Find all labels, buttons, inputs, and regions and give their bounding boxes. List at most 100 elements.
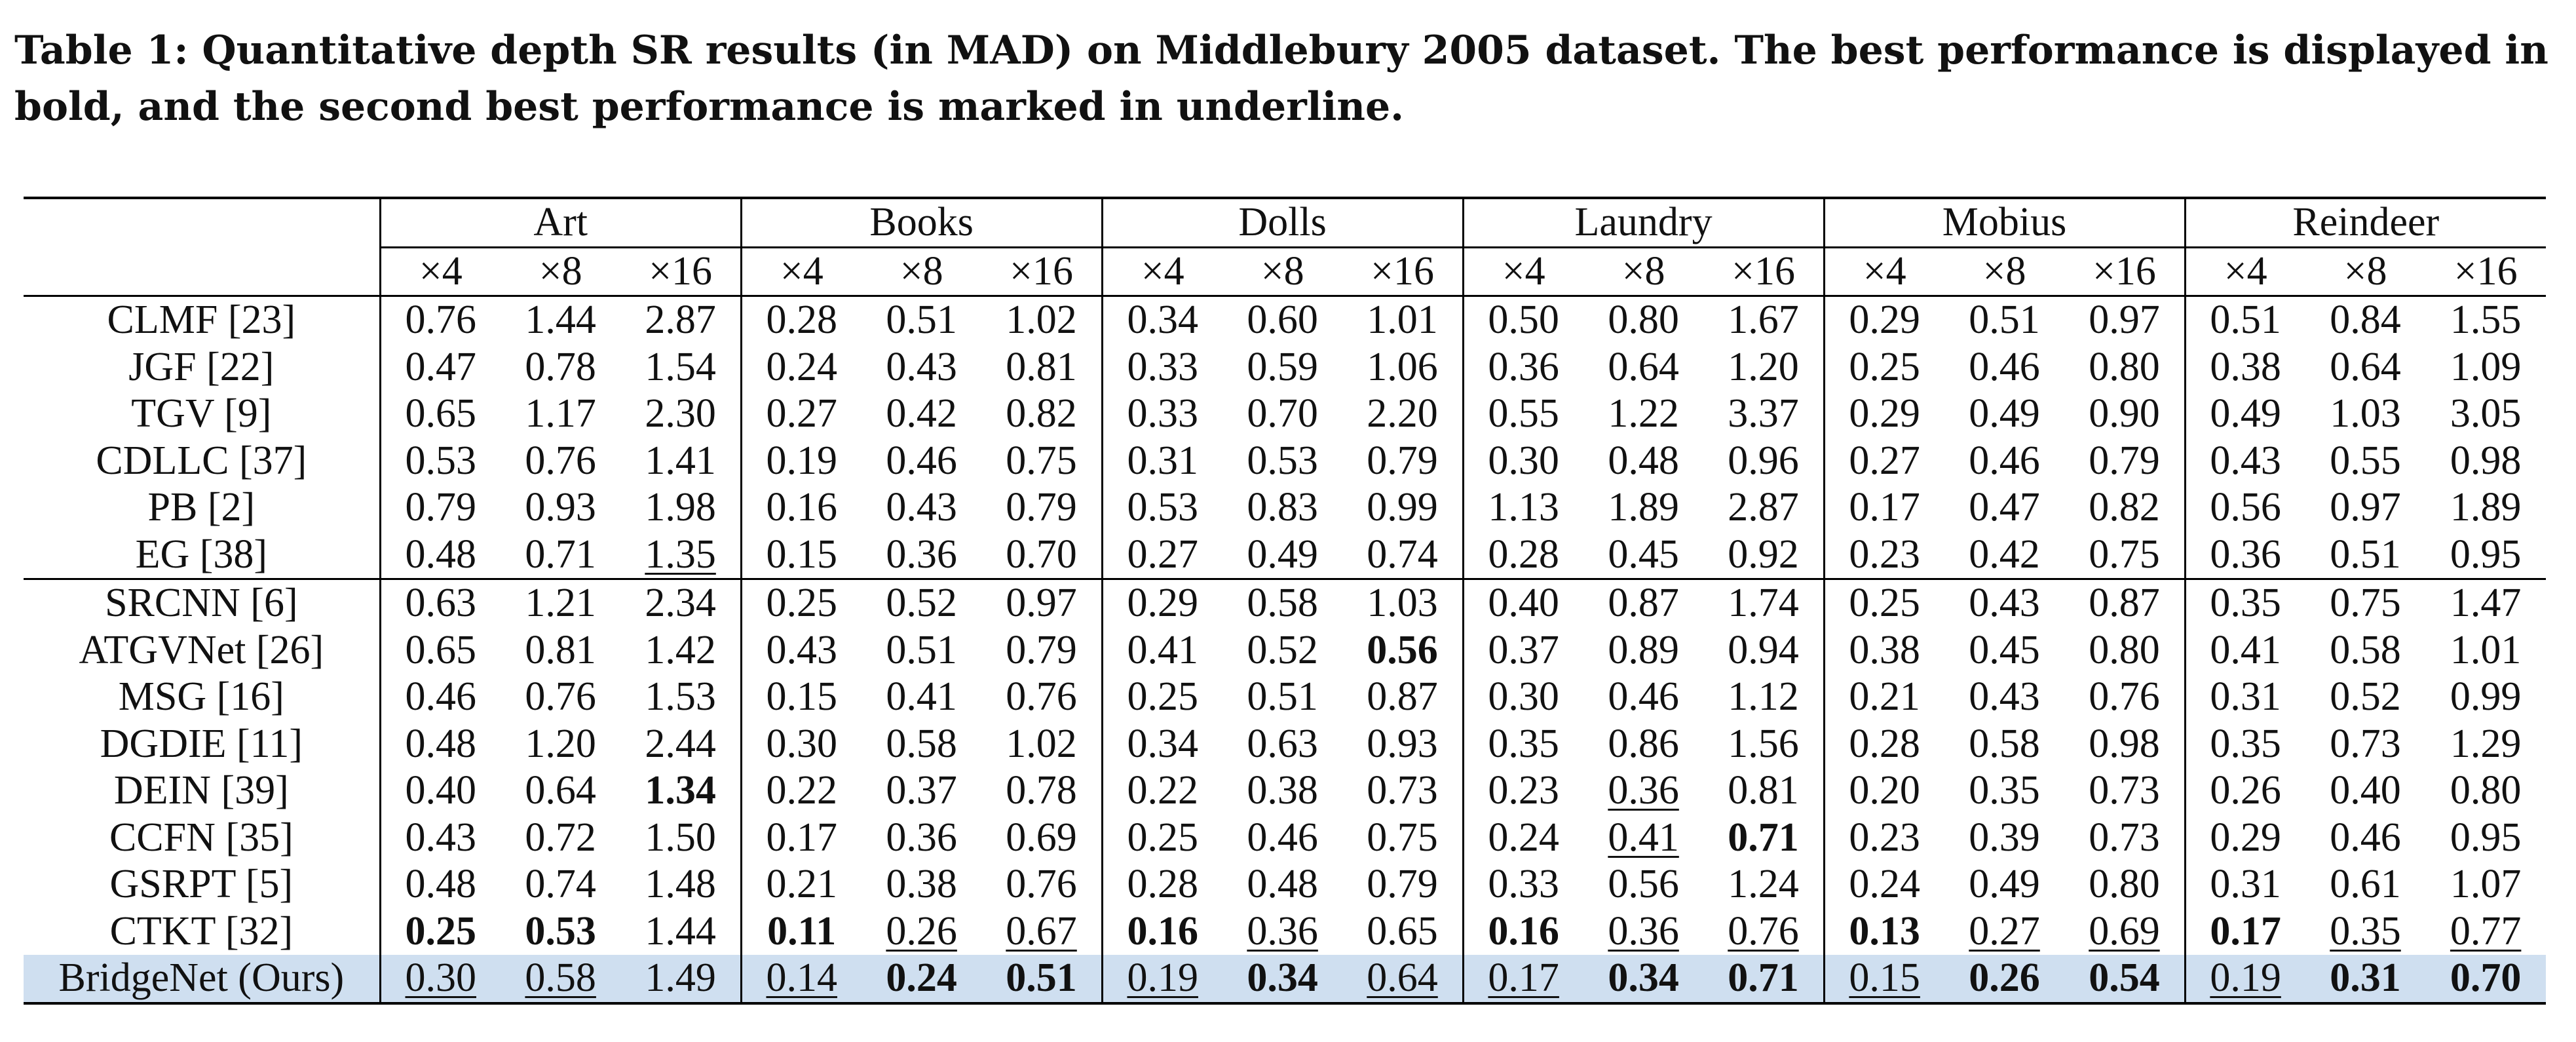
value-text: 0.74 [525,862,596,906]
value-cell: 0.74 [1342,531,1463,579]
value-cell: 0.39 [1944,815,2065,862]
value-text: 1.03 [2330,391,2401,436]
value-text: 0.33 [1488,862,1559,906]
scale-header: ×4 [1101,247,1222,297]
value-cell: 0.15 [740,674,862,721]
value-text: 1.02 [1006,721,1077,766]
value-cell: 0.30 [1462,437,1583,484]
value-text: 0.52 [1247,627,1318,672]
value-text: 1.89 [2450,485,2522,530]
value-text: 0.96 [1728,438,1799,483]
value-text: 0.28 [1849,721,1920,766]
value-text: 0.63 [405,581,477,625]
value-cell: 0.46 [862,438,982,485]
value-cell: 0.69 [2064,908,2185,955]
value-text: 0.30 [766,721,837,766]
value-cell: 1.17 [501,391,621,438]
value-cell: 0.80 [2064,861,2185,908]
value-cell: 0.21 [1823,674,1944,721]
value-text: 0.43 [1969,674,2040,719]
value-cell: 0.93 [501,484,621,531]
method-name: GSRPT [5] [109,862,294,906]
value-text: 0.41 [1608,815,1679,860]
value-cell: 0.27 [1101,531,1222,579]
results-table: Art Books Dolls Laundry Mobius Reindeer ×4 ×8 ×1… [24,197,2546,1005]
scale-header: ×16 [1703,247,1825,297]
value-text: 2.44 [645,721,716,766]
value-cell: 0.71 [1703,815,1824,862]
value-cell: 0.16 [1101,908,1222,955]
value-cell: 0.90 [2064,391,2185,438]
value-cell: 2.87 [620,296,741,344]
value-text: 0.82 [1006,391,1077,436]
value-cell: 0.65 [379,627,501,674]
value-cell: 0.60 [1222,296,1343,344]
value-text: 0.43 [886,485,957,530]
value-text: 0.58 [886,721,957,766]
value-cell: 0.35 [1944,767,2065,815]
value-text: 0.16 [1488,908,1559,954]
value-cell: 1.41 [620,438,741,485]
value-text: 0.76 [1728,908,1799,954]
value-cell: 0.76 [2064,674,2185,721]
value-text: 0.26 [1969,955,2040,1000]
value-text: 0.49 [1969,391,2040,436]
value-text: 1.20 [525,721,596,766]
value-cell: 0.46 [1583,674,1704,721]
value-cell: 0.51 [862,627,982,674]
value-text: 0.99 [1367,485,1438,530]
value-text: 1.54 [645,344,716,389]
value-cell: 0.11 [740,908,862,955]
value-text: 0.42 [1969,531,2040,577]
method-name: CLMF [23] [107,298,296,342]
value-cell: 0.29 [1823,391,1944,438]
value-cell: 0.24 [861,955,982,1005]
value-cell: 0.35 [2184,578,2305,627]
value-text: 0.17 [2210,908,2281,954]
value-text: 0.29 [1127,581,1198,625]
value-text: 0.76 [1006,674,1077,719]
value-cell: 0.76 [981,861,1102,908]
value-cell: 0.38 [862,861,982,908]
value-text: 1.44 [525,298,596,342]
value-text: 0.22 [1127,768,1198,813]
value-cell: 0.48 [379,720,501,767]
value-cell: 0.40 [1462,578,1583,627]
value-text: 0.26 [886,908,957,954]
value-cell: 0.52 [1222,627,1343,674]
value-text: 0.64 [525,768,596,813]
value-cell: 0.48 [379,861,501,908]
value-text: 0.70 [2450,955,2522,1000]
value-text: 0.33 [1127,344,1198,389]
value-text: 0.24 [886,955,957,1000]
value-text: 0.27 [766,391,837,436]
value-cell: 0.21 [740,861,862,908]
dataset-header: Art [379,197,742,248]
table-row: DGDIE [11] 0.48 1.20 2.44 0.30 0.58 1.02 0.34 0.… [24,720,2546,767]
value-cell: 1.50 [620,815,741,862]
value-text: 0.94 [1728,627,1799,672]
value-cell: 0.49 [1222,531,1343,579]
value-cell: 0.19 [2184,955,2305,1005]
value-cell: 0.43 [379,814,501,861]
value-text: 1.21 [525,581,596,625]
value-cell: 0.51 [2305,531,2426,579]
value-cell: 0.42 [1944,531,2065,579]
value-cell: 0.51 [862,296,982,344]
value-cell: 0.73 [1342,767,1463,815]
value-cell: 0.28 [740,296,862,344]
value-cell: 0.56 [1342,627,1463,674]
value-cell: 0.75 [981,438,1102,485]
value-cell: 1.48 [620,861,741,908]
value-cell: 0.40 [379,767,501,815]
value-cell: 0.76 [1703,908,1824,955]
dataset-header: Dolls [1101,197,1464,248]
value-text: 1.12 [1728,674,1799,719]
value-cell: 2.87 [1703,484,1824,531]
value-cell: 0.22 [1101,767,1222,815]
value-text: 0.33 [1127,391,1198,436]
value-cell: 0.28 [1101,861,1222,908]
value-text: 0.83 [1247,485,1318,530]
value-text: 0.49 [1247,531,1318,577]
value-cell: 0.36 [862,815,982,862]
